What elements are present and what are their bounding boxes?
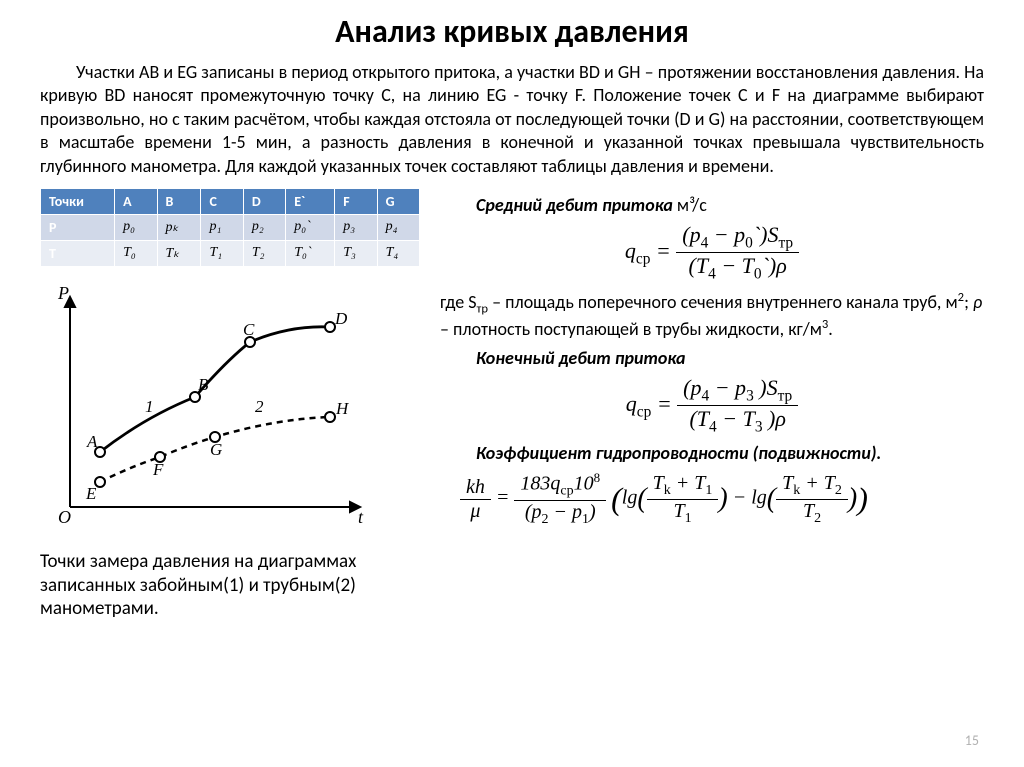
svg-text:1: 1 bbox=[145, 397, 154, 416]
table-header: B bbox=[157, 188, 201, 214]
table-cell: p₃ bbox=[335, 214, 377, 240]
table-cell: T₃ bbox=[335, 240, 377, 266]
table-header: C bbox=[201, 188, 243, 214]
chart-caption: Точки замера давления на диаграммах запи… bbox=[40, 550, 420, 621]
svg-text:A: A bbox=[86, 432, 98, 451]
table-header: E` bbox=[286, 188, 335, 214]
svg-text:t: t bbox=[358, 507, 364, 527]
table-header: Точки bbox=[41, 188, 115, 214]
table-header: G bbox=[377, 188, 419, 214]
table-header: A bbox=[115, 188, 157, 214]
formula2: qср = (p4 − p3 )Sтр (T4 − T3 )ρ bbox=[440, 375, 984, 437]
svg-text:H: H bbox=[335, 399, 350, 418]
table-cell: T₀ bbox=[115, 240, 157, 266]
table-header: D bbox=[243, 188, 285, 214]
formula3: kh μ = 183qср108 (p2 − p1) (lg( Tk + T1 … bbox=[440, 470, 984, 528]
table-header: F bbox=[335, 188, 377, 214]
formula2-label: Конечный дебит притока bbox=[440, 347, 984, 369]
pressure-chart: P t O A bbox=[40, 277, 420, 542]
table-cell: T₄ bbox=[377, 240, 419, 266]
formula1-label: Средний дебит притока м³/с bbox=[440, 194, 984, 216]
page-number: 15 bbox=[965, 732, 979, 749]
svg-text:P: P bbox=[57, 283, 69, 303]
svg-text:F: F bbox=[152, 460, 164, 479]
page-title: Анализ кривых давления bbox=[40, 12, 984, 51]
table-cell: p₄ bbox=[377, 214, 419, 240]
table-cell: T bbox=[41, 240, 115, 266]
table-cell: T₂ bbox=[243, 240, 285, 266]
svg-text:B: B bbox=[198, 375, 209, 394]
table-cell: T₁ bbox=[201, 240, 243, 266]
svg-text:O: O bbox=[58, 507, 71, 527]
svg-text:2: 2 bbox=[255, 397, 264, 416]
svg-text:C: C bbox=[243, 320, 255, 339]
table-cell: pₖ bbox=[157, 214, 201, 240]
table-cell: p₀` bbox=[286, 214, 335, 240]
table-cell: T₀` bbox=[286, 240, 335, 266]
table-cell: P bbox=[41, 214, 115, 240]
table-cell: p₂ bbox=[243, 214, 285, 240]
svg-text:E: E bbox=[85, 484, 97, 503]
formula1: qср = (p4 − p0`)Sтр (T4 − T0`)ρ bbox=[440, 222, 984, 284]
formula1-desc: где Sтр – площадь поперечного сечения вн… bbox=[440, 290, 984, 341]
intro-paragraph: Участки AB и EG записаны в период открыт… bbox=[40, 61, 984, 178]
svg-text:D: D bbox=[334, 309, 348, 328]
table-cell: Tₖ bbox=[157, 240, 201, 266]
pressure-table: ТочкиABCDE`FG Pp₀pₖp₁p₂p₀`p₃p₄ TT₀TₖT₁T₂… bbox=[40, 188, 420, 267]
table-cell: p₀ bbox=[115, 214, 157, 240]
table-cell: p₁ bbox=[201, 214, 243, 240]
formula3-label: Коэффициент гидропроводности (подвижност… bbox=[440, 442, 984, 464]
svg-text:G: G bbox=[210, 440, 222, 459]
